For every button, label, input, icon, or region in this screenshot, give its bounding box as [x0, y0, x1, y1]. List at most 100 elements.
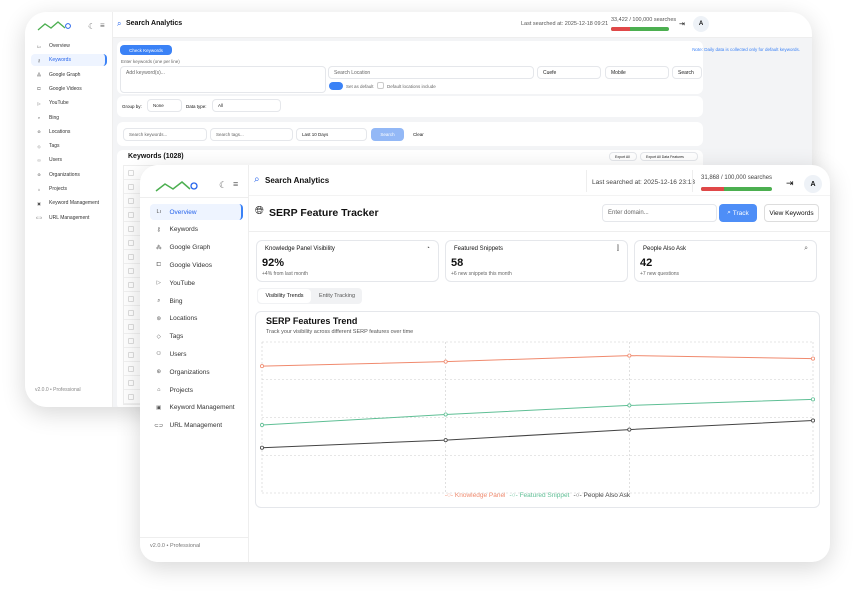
row-checkbox[interactable]: [128, 184, 134, 190]
row-checkbox[interactable]: [128, 296, 134, 302]
set-default-label: Set as default: [346, 84, 374, 89]
row-checkbox[interactable]: [128, 254, 134, 260]
sidebar-item-label: Projects: [169, 386, 193, 394]
sidebar-item-label: Google Graph: [49, 71, 81, 78]
sidebar-item-overview[interactable]: Lı Overview: [150, 204, 243, 220]
row-checkbox[interactable]: [128, 366, 134, 372]
legend-item-people-also-ask[interactable]: -○- People Also Ask: [573, 492, 631, 499]
sidebar-item-users[interactable]: ⚇ Users: [31, 154, 107, 166]
sidebar-item-google-graph[interactable]: ⁂ Google Graph: [31, 69, 107, 81]
search-button[interactable]: Search: [672, 66, 702, 79]
check-keywords-button[interactable]: Check Keywords: [120, 45, 172, 55]
data-point-knowledge-panel: [811, 356, 816, 361]
row-checkbox[interactable]: [128, 240, 134, 246]
card-title: Featured Snippets: [454, 246, 504, 252]
theme-toggle-icon[interactable]: ☾: [219, 180, 228, 190]
sidebar-item-label: Locations: [169, 315, 198, 323]
row-checkbox[interactable]: [128, 338, 134, 344]
row-checkbox[interactable]: [128, 352, 134, 358]
card-title: Knowledge Panel Visibility: [265, 246, 335, 252]
sidebar-item-keyword-management[interactable]: ▣ Keyword Management: [31, 197, 107, 209]
bing-icon: ⌕: [37, 115, 41, 120]
row-checkbox[interactable]: [128, 380, 134, 386]
sidebar-item-keywords[interactable]: ⚷ Keywords: [31, 54, 107, 67]
row-checkbox[interactable]: [128, 170, 134, 176]
sidebar-item-google-videos[interactable]: ⧠ Google Videos: [150, 257, 243, 273]
sidebar-item-label: Organizations: [169, 368, 210, 376]
set-default-toggle[interactable]: [329, 82, 343, 90]
row-checkbox[interactable]: [128, 226, 134, 232]
search-tags-input[interactable]: Search tags...: [210, 128, 293, 141]
row-checkbox[interactable]: [128, 268, 134, 274]
sidebar-item-google-graph[interactable]: ⁂ Google Graph: [150, 240, 243, 256]
avatar[interactable]: A: [804, 175, 822, 193]
track-button[interactable]: ⌕ Track: [719, 204, 757, 222]
legend-item-featured-snippet[interactable]: -○- Featured Snippet: [509, 492, 570, 499]
sidebar-item-locations[interactable]: ⊚ Locations: [31, 126, 107, 138]
export-features-button[interactable]: Export All Data Features: [640, 152, 698, 161]
menu-icon[interactable]: ≡: [233, 179, 239, 189]
sidebar-item-bing[interactable]: ⌕ Bing: [150, 293, 243, 309]
export-all-button[interactable]: Export All: [609, 152, 637, 161]
theme-toggle-icon[interactable]: ☾: [88, 22, 96, 31]
users-icon: ⚇: [156, 351, 162, 358]
location-input[interactable]: Search Location: [328, 66, 534, 79]
group-by-select[interactable]: None: [147, 99, 182, 112]
google-graph-icon: ⁂: [37, 72, 41, 78]
sidebar-item-projects[interactable]: ⌂ Projects: [150, 382, 243, 398]
sidebar-item-youtube[interactable]: ▷ YouTube: [31, 97, 107, 109]
avatar[interactable]: A: [693, 16, 709, 32]
organizations-icon: ⊛: [37, 172, 41, 178]
sidebar-item-label: Overview: [169, 208, 197, 216]
sidebar-item-keyword-management[interactable]: ▣ Keyword Management: [150, 400, 243, 416]
menu-icon[interactable]: ≡: [100, 21, 105, 30]
sidebar-item-tags[interactable]: ◇ Tags: [150, 329, 243, 345]
card-value: 42: [640, 257, 653, 269]
sidebar-item-projects[interactable]: ⌂ Projects: [31, 183, 107, 195]
sidebar-item-tags[interactable]: ◇ Tags: [31, 140, 107, 152]
device-select[interactable]: Mobile: [605, 66, 669, 79]
legend-label: People Also Ask: [583, 492, 631, 499]
row-checkbox[interactable]: [128, 394, 134, 400]
sidebar-item-bing[interactable]: ⌕ Bing: [31, 112, 107, 124]
sidebar-item-organizations[interactable]: ⊛ Organizations: [31, 169, 107, 181]
keywords-textarea[interactable]: Add keyword(s)...: [120, 66, 326, 93]
pie-chart-icon: ◔: [425, 245, 430, 252]
domain-input[interactable]: Enter domain...: [602, 204, 717, 222]
engine-select[interactable]: Cuefe: [537, 66, 601, 79]
default-locations-checkbox[interactable]: [377, 82, 384, 89]
sidebar-item-organizations[interactable]: ⊛ Organizations: [150, 364, 243, 380]
url-management-icon: ⊂⊃: [35, 215, 43, 221]
sidebar-item-url-management[interactable]: ⊂⊃ URL Management: [150, 418, 243, 434]
view-keywords-button[interactable]: View Keywords: [764, 204, 819, 222]
sidebar-item-google-videos[interactable]: ⧠ Google Videos: [31, 83, 107, 95]
logout-icon[interactable]: ⇥: [679, 21, 685, 28]
tab-visibility-trends[interactable]: Visibility Trends: [258, 289, 311, 303]
legend-item-knowledge-panel[interactable]: -○- Knowledge Panel: [444, 492, 506, 499]
search-filter-button[interactable]: Search: [371, 128, 404, 141]
google-graph-icon: ⁂: [156, 244, 162, 251]
sidebar-item-overview[interactable]: Lı Overview: [31, 40, 107, 52]
tab-entity-tracking[interactable]: Entity Tracking: [318, 293, 356, 299]
row-checkbox[interactable]: [128, 198, 134, 204]
sidebar-item-youtube[interactable]: ▷ YouTube: [150, 275, 243, 291]
sidebar-item-users[interactable]: ⚇ Users: [150, 346, 243, 362]
date-range-select[interactable]: Last 10 Days: [296, 128, 367, 141]
search-keywords-input[interactable]: Search keywords...: [123, 128, 207, 141]
sidebar-item-locations[interactable]: ⊚ Locations: [150, 311, 243, 327]
clear-button[interactable]: Clear: [413, 132, 424, 137]
row-checkbox[interactable]: [128, 212, 134, 218]
data-type-select[interactable]: All: [212, 99, 281, 112]
stat-card: People Also Ask ⌕ 42 +7 new questions: [634, 240, 817, 282]
row-checkbox[interactable]: [128, 324, 134, 330]
row-checkbox[interactable]: [128, 310, 134, 316]
sidebar-item-url-management[interactable]: ⊂⊃ URL Management: [31, 212, 107, 224]
series-line-knowledge-panel: [261, 355, 814, 367]
logout-icon[interactable]: ⇥: [786, 178, 794, 188]
note-text: Note: Daily data is collected only for d…: [692, 47, 800, 52]
row-checkbox[interactable]: [128, 282, 134, 288]
sidebar-item-label: Users: [49, 157, 63, 164]
sidebar-item-keywords[interactable]: ⚷ Keywords: [150, 222, 243, 238]
stat-card: Knowledge Panel Visibility ◔ 92% +4% fro…: [256, 240, 439, 282]
sidebar-item-label: Bing: [49, 114, 60, 121]
